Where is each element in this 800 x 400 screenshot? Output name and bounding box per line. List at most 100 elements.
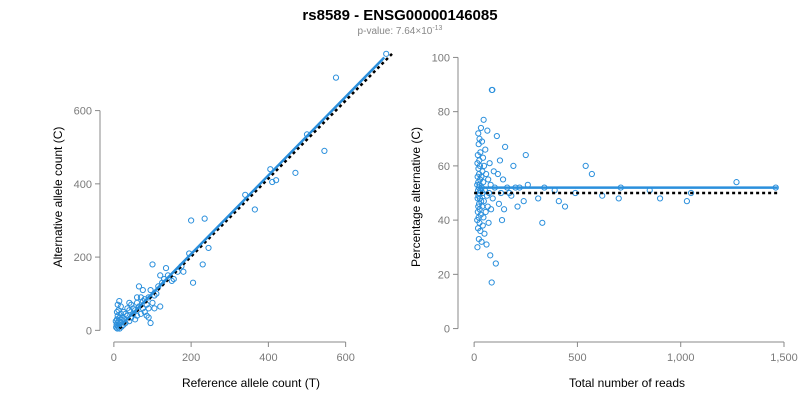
data-point (151, 305, 158, 312)
data-point (292, 169, 299, 176)
chart-title: rs8589 - ENSG00000146085 (302, 7, 497, 24)
data-point (480, 162, 488, 169)
data-point (485, 219, 492, 226)
x-tick-label: 1,000 (667, 352, 695, 364)
chart-subtitle: p-value: 7.64×10-13 (358, 25, 443, 37)
data-point (201, 215, 208, 222)
data-point (124, 305, 131, 312)
data-point (168, 277, 175, 284)
data-point (687, 189, 695, 197)
allele-count-scatter-panel: 0 200 400 600 0 200 400 600 Reference allele cou… (51, 50, 393, 390)
data-point (474, 173, 481, 180)
data-point (496, 157, 504, 164)
data-point (482, 208, 489, 216)
data-point (493, 132, 500, 140)
data-point (112, 318, 119, 325)
data-point (135, 283, 143, 290)
data-point (555, 198, 562, 205)
y-tick-label: 40 (438, 215, 450, 227)
data-point (561, 203, 569, 210)
data-point (188, 217, 195, 224)
data-point (489, 195, 496, 202)
data-point (479, 154, 487, 161)
data-point (180, 268, 187, 275)
data-point (113, 324, 120, 331)
data-point (535, 195, 542, 202)
data-point (383, 50, 390, 57)
reference-line (118, 52, 393, 330)
data-point (520, 198, 527, 205)
data-point (251, 206, 258, 213)
x-tick-label: 0 (471, 352, 477, 364)
data-point (474, 195, 481, 202)
y-axis-title: Alternative allele count (C) (51, 127, 65, 268)
data-point (500, 206, 508, 213)
data-point (477, 124, 485, 132)
data-point (147, 319, 154, 327)
y-tick-label: 100 (432, 52, 450, 64)
data-point (683, 198, 691, 205)
y-tick-label: 0 (444, 324, 450, 336)
data-point (474, 151, 481, 159)
data-point (487, 252, 494, 259)
x-tick-label: 1,500 (770, 352, 798, 364)
data-point (490, 168, 497, 175)
data-point (475, 235, 482, 243)
data-point (126, 307, 133, 314)
data-point (482, 146, 489, 153)
data-point (474, 181, 481, 188)
data-point (170, 275, 177, 283)
data-point (475, 200, 483, 207)
data-point (189, 279, 197, 286)
data-point (514, 203, 521, 210)
data-point (113, 308, 121, 316)
data-point (495, 200, 503, 207)
data-point (133, 294, 141, 301)
x-tick-label: 600 (336, 352, 354, 364)
data-point (475, 130, 482, 137)
data-point (116, 297, 123, 305)
data-point (522, 151, 529, 159)
data-point (474, 217, 481, 224)
data-point (474, 208, 481, 216)
data-point (499, 176, 507, 183)
y-tick-label: 20 (438, 269, 450, 281)
percentage-alternative-scatter-panel: 0 500 1,000 1,500 0 20 40 60 80 100 Total number o… (409, 52, 798, 390)
data-point (483, 241, 490, 248)
data-point (205, 244, 212, 252)
data-point (488, 279, 495, 286)
data-point (269, 178, 276, 186)
data-point (145, 314, 152, 321)
x-tick-label: 500 (568, 352, 586, 364)
data-point (486, 160, 493, 167)
data-point (481, 230, 488, 237)
data-point (498, 217, 506, 224)
data-point (332, 74, 340, 81)
data-point (143, 312, 150, 319)
data-point (147, 286, 154, 294)
data-point (494, 170, 501, 178)
data-point (733, 179, 740, 186)
y-tick-label: 80 (438, 107, 450, 119)
data-point (502, 143, 509, 151)
data-point (114, 312, 121, 319)
pvalue-prefix: p-value: 7.64×10 (358, 26, 433, 37)
x-axis-title: Total number of reads (569, 376, 685, 390)
data-point (321, 147, 328, 154)
data-point (485, 176, 492, 183)
y-tick-label: 60 (438, 161, 450, 173)
fit-line (118, 56, 386, 328)
data-point (582, 162, 589, 169)
data-point (488, 86, 495, 94)
data-point (137, 294, 145, 301)
y-tick-label: 600 (74, 106, 92, 118)
data-point (157, 272, 164, 279)
data-point (149, 261, 156, 268)
data-point (492, 260, 499, 267)
data-point (474, 160, 481, 167)
y-tick-label: 200 (74, 252, 92, 264)
y-tick-label: 400 (74, 179, 92, 191)
data-point (114, 301, 121, 308)
data-point (656, 195, 664, 202)
